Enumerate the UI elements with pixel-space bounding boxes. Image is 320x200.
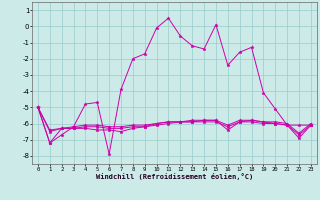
X-axis label: Windchill (Refroidissement éolien,°C): Windchill (Refroidissement éolien,°C)	[96, 173, 253, 180]
